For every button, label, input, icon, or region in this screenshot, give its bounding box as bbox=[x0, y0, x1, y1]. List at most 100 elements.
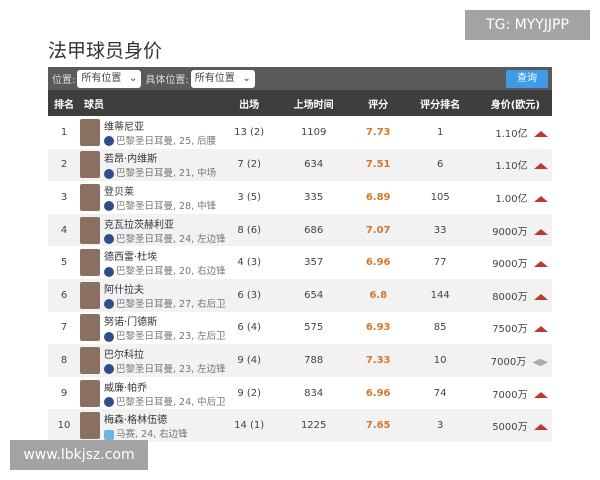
watermark-top: TG: MYYJJPP bbox=[465, 10, 590, 40]
player-name[interactable]: 克瓦拉茨赫利亚 bbox=[104, 219, 174, 231]
rating-rank: 105 bbox=[430, 191, 450, 203]
trend-up-icon bbox=[534, 293, 548, 300]
rating-rank: 33 bbox=[401, 213, 479, 247]
player-name[interactable]: 登贝莱 bbox=[104, 186, 134, 198]
rating: 6.96 bbox=[365, 387, 391, 399]
header-minutes: 上场时间 bbox=[272, 90, 355, 116]
rating-rank: 77 bbox=[433, 257, 447, 269]
rating-rank: 6 bbox=[401, 148, 479, 182]
player-info: 巴黎圣日耳曼, 21, 中场 bbox=[116, 168, 217, 180]
rating: 7.65 bbox=[354, 409, 402, 442]
trend-unchanged-icon: ◀▶ bbox=[532, 356, 548, 368]
player-name[interactable]: 巴尔科拉 bbox=[104, 349, 144, 361]
filter-bar: 位置: 所有位置 ⌄ 具体位置: 所有位置 ⌄ 查询 bbox=[48, 67, 552, 90]
chevron-down-icon: ⌄ bbox=[128, 72, 138, 84]
player-avatar bbox=[80, 314, 100, 342]
rank: 7 bbox=[60, 322, 68, 334]
market-value: 5000万 bbox=[492, 422, 528, 434]
rating: 7.07 bbox=[354, 213, 402, 247]
table-row[interactable]: 7 努诺·门德斯 巴黎圣日耳曼, 23, 左后卫 6 (4) 575 6.93 … bbox=[48, 312, 552, 345]
trend-up-icon bbox=[534, 424, 548, 431]
player-avatar bbox=[80, 216, 100, 244]
player-name[interactable]: 阿什拉夫 bbox=[104, 284, 144, 296]
header-player: 球员 bbox=[80, 90, 226, 116]
player-info: 马赛, 24, 右边锋 bbox=[116, 429, 188, 441]
table-row[interactable]: 9 威廉·帕乔 巴黎圣日耳曼, 24, 中后卫 9 (2) 834 6.96 7… bbox=[48, 377, 552, 410]
rating: 7.73 bbox=[365, 126, 391, 138]
market-value: 7000万 bbox=[490, 356, 527, 368]
club-logo-icon bbox=[104, 266, 114, 277]
player-avatar bbox=[80, 249, 100, 277]
appearances: 8 (6) bbox=[225, 213, 273, 247]
table-row[interactable]: 10 梅森·格林伍德 马赛, 24, 右边锋 14 (1) 1225 7.65 … bbox=[48, 409, 552, 442]
market-value: 7500万 bbox=[492, 324, 528, 336]
query-button[interactable]: 查询 bbox=[506, 69, 548, 88]
table-row[interactable]: 8 巴尔科拉 巴黎圣日耳曼, 23, 左边锋 9 (4) 788 7.33 10… bbox=[48, 344, 552, 377]
rating-rank: 144 bbox=[401, 278, 479, 312]
header-rating: 评分 bbox=[354, 90, 402, 116]
appearances: 7 (2) bbox=[225, 148, 273, 182]
minutes: 834 bbox=[304, 387, 324, 399]
detail-position-value: 所有位置 bbox=[194, 72, 235, 84]
appearances: 6 (4) bbox=[237, 322, 262, 334]
rating: 6.93 bbox=[365, 322, 391, 334]
table-row[interactable]: 4 克瓦拉茨赫利亚 巴黎圣日耳曼, 24, 左边锋 8 (6) 686 7.07… bbox=[48, 213, 552, 247]
position-select[interactable]: 所有位置 ⌄ bbox=[77, 69, 142, 88]
position-value: 所有位置 bbox=[81, 72, 122, 84]
header-apps: 出场 bbox=[225, 90, 273, 116]
table-row[interactable]: 2 若昂·内维斯 巴黎圣日耳曼, 21, 中场 7 (2) 634 7.51 6… bbox=[48, 148, 552, 182]
market-value: 7000万 bbox=[492, 389, 528, 401]
player-name[interactable]: 若昂·内维斯 bbox=[104, 154, 158, 166]
minutes: 575 bbox=[304, 322, 324, 334]
player-name[interactable]: 努诺·门德斯 bbox=[104, 317, 158, 329]
market-value: 1.10亿 bbox=[495, 128, 528, 140]
player-name[interactable]: 维蒂尼亚 bbox=[104, 121, 144, 133]
club-logo-icon bbox=[104, 234, 114, 245]
player-avatar bbox=[80, 118, 100, 146]
player-avatar bbox=[80, 281, 100, 309]
rank: 3 bbox=[60, 191, 68, 203]
player-info: 巴黎圣日耳曼, 28, 中锋 bbox=[116, 200, 217, 212]
rank: 9 bbox=[60, 387, 68, 399]
trend-up-icon bbox=[534, 228, 548, 235]
table-row[interactable]: 6 阿什拉夫 巴黎圣日耳曼, 27, 右后卫 6 (3) 654 6.8 144… bbox=[48, 278, 552, 312]
table-row[interactable]: 1 维蒂尼亚 巴黎圣日耳曼, 25, 后腰 13 (2) 1109 7.73 1… bbox=[48, 116, 552, 149]
minutes: 634 bbox=[272, 148, 355, 182]
trend-up-icon bbox=[534, 391, 548, 398]
rating-rank: 74 bbox=[433, 387, 447, 399]
player-name[interactable]: 威廉·帕乔 bbox=[104, 382, 148, 394]
appearances: 3 (5) bbox=[237, 191, 262, 203]
trend-up-icon bbox=[534, 326, 548, 333]
market-value: 8000万 bbox=[492, 291, 528, 303]
rating-rank: 1 bbox=[436, 126, 444, 138]
player-name[interactable]: 梅森·格林伍德 bbox=[104, 415, 168, 427]
table-row[interactable]: 5 德西雷·杜埃 巴黎圣日耳曼, 20, 右边锋 4 (3) 357 6.96 … bbox=[48, 246, 552, 279]
minutes: 686 bbox=[272, 213, 355, 247]
player-avatar bbox=[80, 183, 100, 211]
rating-rank: 3 bbox=[401, 409, 479, 442]
player-avatar bbox=[80, 151, 100, 179]
player-info: 巴黎圣日耳曼, 24, 左边锋 bbox=[116, 233, 226, 245]
page-title: 法甲球员身价 bbox=[48, 40, 163, 62]
trend-up-icon bbox=[534, 195, 548, 202]
club-logo-icon bbox=[104, 168, 114, 179]
watermark-bottom: www.lbkjsz.com bbox=[10, 440, 148, 470]
minutes: 788 bbox=[272, 344, 355, 377]
appearances: 6 (3) bbox=[225, 278, 273, 312]
header-rank: 排名 bbox=[48, 90, 80, 116]
minutes: 357 bbox=[304, 257, 324, 269]
player-info: 巴黎圣日耳曼, 24, 中后卫 bbox=[116, 396, 226, 408]
detail-position-label: 具体位置: bbox=[145, 75, 189, 86]
table-row[interactable]: 3 登贝莱 巴黎圣日耳曼, 28, 中锋 3 (5) 335 6.89 105 … bbox=[48, 181, 552, 214]
appearances: 4 (3) bbox=[237, 257, 262, 269]
rank: 2 bbox=[48, 148, 80, 182]
club-logo-icon bbox=[104, 364, 114, 375]
trend-up-icon bbox=[534, 163, 548, 170]
rank: 1 bbox=[60, 126, 68, 138]
rating: 6.96 bbox=[365, 257, 391, 269]
detail-position-select[interactable]: 所有位置 ⌄ bbox=[190, 69, 255, 88]
rating-rank: 85 bbox=[433, 322, 447, 334]
player-name[interactable]: 德西雷·杜埃 bbox=[104, 252, 158, 264]
rank: 6 bbox=[48, 278, 80, 312]
header-value: 身价(欧元) bbox=[478, 90, 552, 116]
